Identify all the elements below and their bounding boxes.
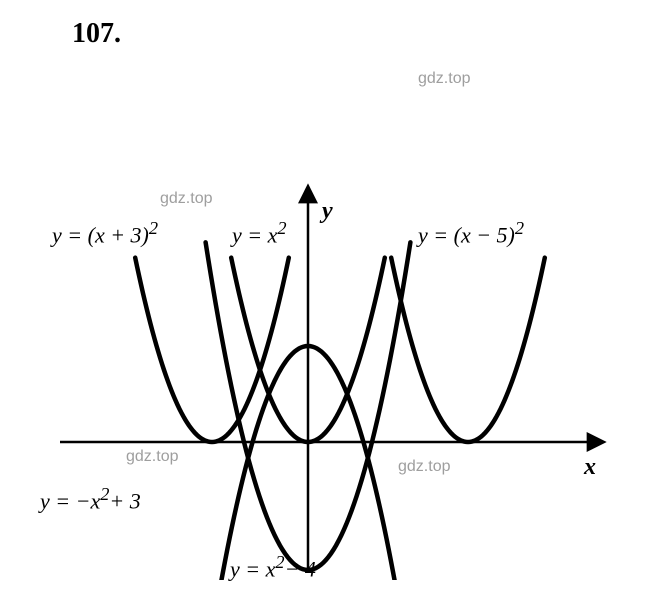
problem-number: 107. [72,18,121,50]
chart-area: y = (x + 3)2 y = x2 y = (x − 5)2 y = −x2+ 3… [40,160,620,580]
watermark: gdz.top [160,190,212,208]
x-axis-label: x [584,454,596,481]
parabola-f3 [391,258,545,442]
watermark: gdz.top [418,70,470,88]
y-axis-label: y [322,198,333,225]
curve-label-f3: y = (x − 5)2 [418,218,524,248]
curve-label-f2: y = x2 [232,218,287,248]
watermark: gdz.top [126,448,178,466]
watermark: gdz.top [398,458,450,476]
curve-label-f5: y = x2− 4 [230,552,316,582]
curve-label-f4: y = −x2+ 3 [40,484,141,514]
curve-label-f1: y = (x + 3)2 [52,218,158,248]
